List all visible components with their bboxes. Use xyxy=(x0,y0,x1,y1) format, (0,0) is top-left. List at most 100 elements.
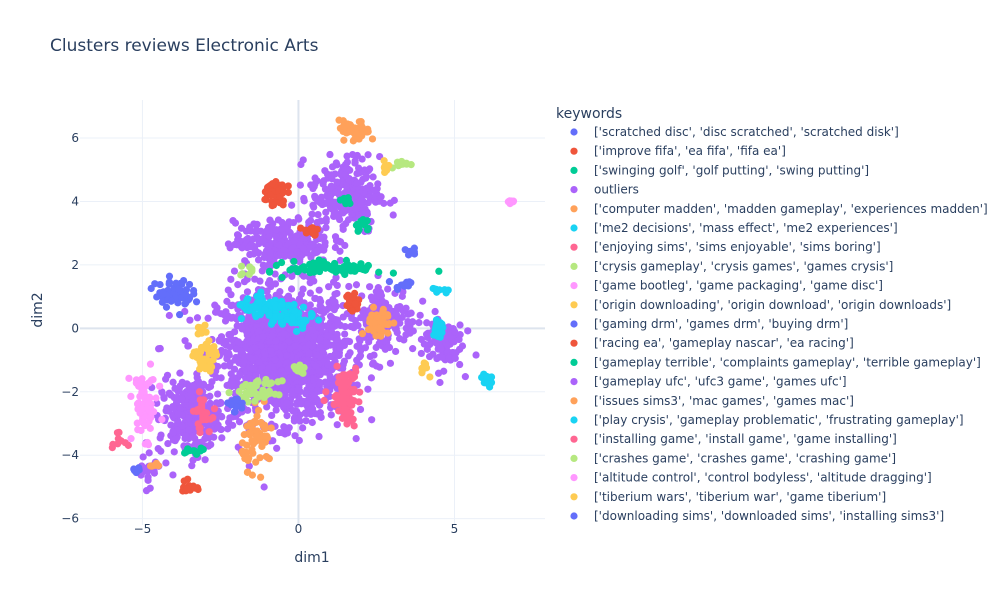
data-point xyxy=(333,212,341,221)
data-point xyxy=(185,414,193,422)
data-point xyxy=(369,173,377,181)
legend-item[interactable]: ['improve fifa', 'ea fifa', 'fifa ea'] xyxy=(570,144,786,158)
data-point xyxy=(341,374,349,382)
data-point xyxy=(172,435,180,443)
scatter-points xyxy=(108,116,518,495)
legend-item[interactable]: ['downloading sims', 'downloaded sims', … xyxy=(570,509,944,523)
data-point xyxy=(124,441,132,449)
data-point xyxy=(356,388,364,396)
data-point xyxy=(226,343,234,351)
data-point xyxy=(235,418,244,426)
data-point xyxy=(380,157,388,165)
data-point xyxy=(267,424,275,432)
legend-item[interactable]: ['crysis gameplay', 'crysis games', 'gam… xyxy=(570,259,893,273)
data-point xyxy=(253,248,261,256)
data-point xyxy=(310,332,318,340)
data-point xyxy=(299,244,308,253)
data-point xyxy=(272,337,280,345)
data-point xyxy=(409,345,417,353)
data-point xyxy=(255,327,263,335)
legend-item[interactable]: ['racing ea', 'gameplay nascar', 'ea rac… xyxy=(570,336,854,350)
legend-item[interactable]: ['game bootleg', 'game packaging', 'game… xyxy=(570,279,883,293)
data-point xyxy=(253,432,261,440)
data-point xyxy=(144,405,152,413)
legend-label: ['issues sims3', 'mac games', 'games mac… xyxy=(594,394,854,408)
legend-item[interactable]: ['computer madden', 'madden gameplay', '… xyxy=(570,202,988,216)
data-point xyxy=(310,391,318,399)
series-9 xyxy=(189,157,434,381)
data-point xyxy=(176,311,184,319)
data-point xyxy=(361,221,369,229)
y-tick-label: −6 xyxy=(61,512,79,526)
data-point xyxy=(341,383,349,391)
data-point xyxy=(284,182,292,190)
legend-item[interactable]: ['play crysis', 'gameplay problematic', … xyxy=(570,413,964,427)
data-point xyxy=(343,293,351,301)
data-point xyxy=(310,203,318,211)
data-point xyxy=(344,199,352,207)
legend-item[interactable]: ['scratched disc', 'disc scratched', 'sc… xyxy=(570,125,899,139)
legend-item[interactable]: ['installing game', 'install game', 'gam… xyxy=(570,432,897,446)
series-11 xyxy=(343,289,363,315)
data-point xyxy=(137,426,145,435)
data-point xyxy=(482,372,491,380)
legend-item[interactable]: ['gaming drm', 'games drm', 'buying drm'… xyxy=(570,317,848,331)
legend-item[interactable]: ['tiberium wars', 'tiberium war', 'game … xyxy=(570,490,886,504)
data-point xyxy=(385,278,394,286)
data-point xyxy=(358,195,366,203)
data-point xyxy=(313,247,321,255)
data-point xyxy=(319,244,327,253)
legend-marker xyxy=(570,378,578,386)
data-point xyxy=(429,350,437,358)
legend-item[interactable]: ['origin downloading', 'origin download'… xyxy=(570,298,951,312)
data-point xyxy=(145,449,153,457)
data-point xyxy=(193,314,202,322)
legend-marker xyxy=(570,512,578,520)
data-point xyxy=(351,124,359,132)
data-point xyxy=(158,388,166,396)
data-point xyxy=(217,374,225,382)
legend-marker xyxy=(570,243,578,251)
data-point xyxy=(289,373,297,382)
data-point xyxy=(283,427,291,435)
data-point xyxy=(275,241,283,249)
legend-item[interactable]: ['me2 decisions', 'mass effect', 'me2 ex… xyxy=(570,221,898,235)
data-point xyxy=(174,419,182,427)
series-0 xyxy=(147,272,415,319)
data-point xyxy=(160,393,168,401)
legend-item[interactable]: ['enjoying sims', 'sims enjoyable', 'sim… xyxy=(570,240,881,254)
data-point xyxy=(227,275,235,283)
data-point xyxy=(314,197,322,205)
legend-item[interactable]: ['swinging golf', 'golf putting', 'swing… xyxy=(570,163,869,177)
data-point xyxy=(335,116,343,124)
data-point xyxy=(150,408,158,416)
legend-item[interactable]: ['issues sims3', 'mac games', 'games mac… xyxy=(570,394,854,408)
data-point xyxy=(221,311,229,319)
data-point xyxy=(299,424,307,432)
legend-item[interactable]: ['gameplay ufc', 'ufc3 game', 'games ufc… xyxy=(570,375,847,389)
data-point xyxy=(257,292,265,300)
data-point xyxy=(206,399,214,407)
data-point xyxy=(297,400,305,408)
data-point xyxy=(284,364,292,372)
data-point xyxy=(435,267,443,275)
data-point xyxy=(243,422,251,430)
series-6 xyxy=(108,362,364,452)
data-point xyxy=(257,342,265,350)
legend-item[interactable]: ['crashes game', 'crashes game', 'crashi… xyxy=(570,451,896,465)
data-point xyxy=(310,375,318,383)
data-point xyxy=(192,439,200,448)
legend-item[interactable]: ['gameplay terrible', 'complaints gamepl… xyxy=(570,355,981,369)
data-point xyxy=(380,337,388,345)
legend-item[interactable]: outliers xyxy=(570,183,639,197)
legend-label: ['gameplay ufc', 'ufc3 game', 'games ufc… xyxy=(594,375,847,389)
legend-item[interactable]: ['altitude control', 'control bodyless',… xyxy=(570,471,932,485)
data-point xyxy=(247,381,255,389)
data-point xyxy=(316,335,324,343)
data-point xyxy=(231,328,239,336)
y-tick-label: 0 xyxy=(71,321,79,335)
data-point xyxy=(239,383,247,391)
data-point xyxy=(237,315,245,323)
data-point xyxy=(264,364,272,372)
